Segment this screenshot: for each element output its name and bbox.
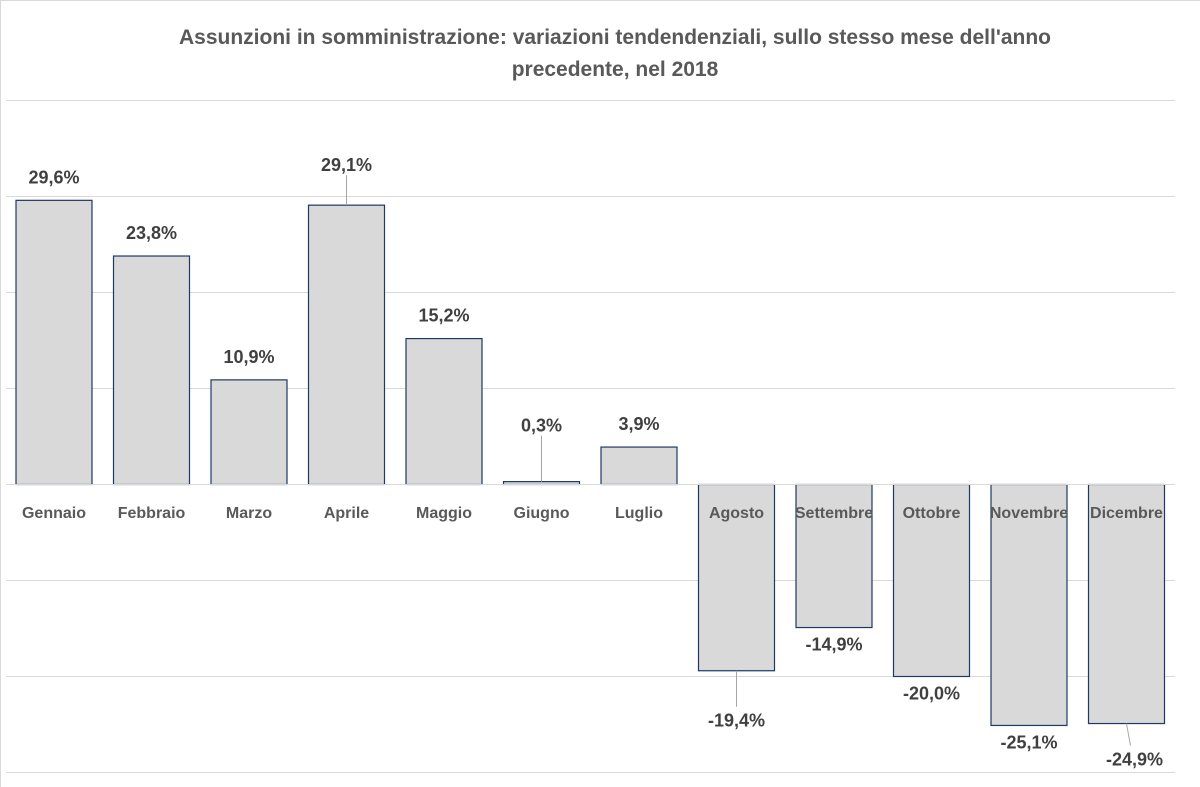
- category-label: Febbraio: [118, 505, 186, 522]
- gridlines: [6, 100, 1175, 773]
- data-label: 10,9%: [223, 347, 274, 367]
- bar: [15, 199, 93, 486]
- category-label: Aprile: [324, 505, 369, 522]
- category-label: Gennaio: [22, 505, 86, 522]
- chart-title-line-2: precedente, nel 2018: [511, 58, 719, 81]
- category-label: Marzo: [226, 505, 272, 522]
- data-label: 3,9%: [618, 414, 659, 434]
- bar: [990, 483, 1068, 727]
- leader-lines: [346, 175, 1131, 746]
- data-label: -25,1%: [1000, 732, 1057, 752]
- category-label: Novembre: [990, 505, 1068, 522]
- bars: [15, 199, 1166, 727]
- category-labels: Gennaio Febbraio Marzo Aprile Maggio Giugno Lu…: [22, 505, 1163, 522]
- bar: [405, 337, 483, 486]
- data-label: -19,4%: [708, 711, 765, 731]
- category-label: Luglio: [615, 505, 663, 522]
- bar: [795, 483, 873, 629]
- bar: [600, 446, 678, 486]
- bar: [892, 483, 971, 678]
- category-label: Ottobre: [903, 505, 961, 522]
- data-label: 15,2%: [418, 306, 469, 326]
- data-label: 23,8%: [126, 223, 177, 243]
- category-label: Agosto: [709, 505, 764, 522]
- data-label: -24,9%: [1106, 750, 1163, 770]
- bar: [1087, 483, 1166, 725]
- leader-line: [1126, 723, 1131, 746]
- data-label: 0,3%: [521, 416, 562, 436]
- category-label: Maggio: [416, 505, 472, 522]
- chart-title-line-1: Assunzioni in somministrazione: variazio…: [178, 26, 1051, 49]
- category-label: Giugno: [514, 505, 570, 522]
- category-label: Dicembre: [1090, 505, 1163, 522]
- bar: [697, 483, 776, 672]
- bar: [307, 204, 386, 486]
- category-label: Settembre: [795, 505, 873, 522]
- data-label: -20,0%: [903, 684, 960, 704]
- data-label: 29,1%: [321, 155, 372, 175]
- data-label: -14,9%: [805, 635, 862, 655]
- chart-title: Assunzioni in somministrazione: variazio…: [0, 22, 1200, 86]
- bar: [210, 379, 288, 486]
- bar: [112, 255, 191, 486]
- data-labels: 29,6% 23,8% 10,9% 29,1% 15,2% 0,3% 3,9% -19,4% -…: [28, 155, 1163, 769]
- data-label: 29,6%: [28, 167, 79, 187]
